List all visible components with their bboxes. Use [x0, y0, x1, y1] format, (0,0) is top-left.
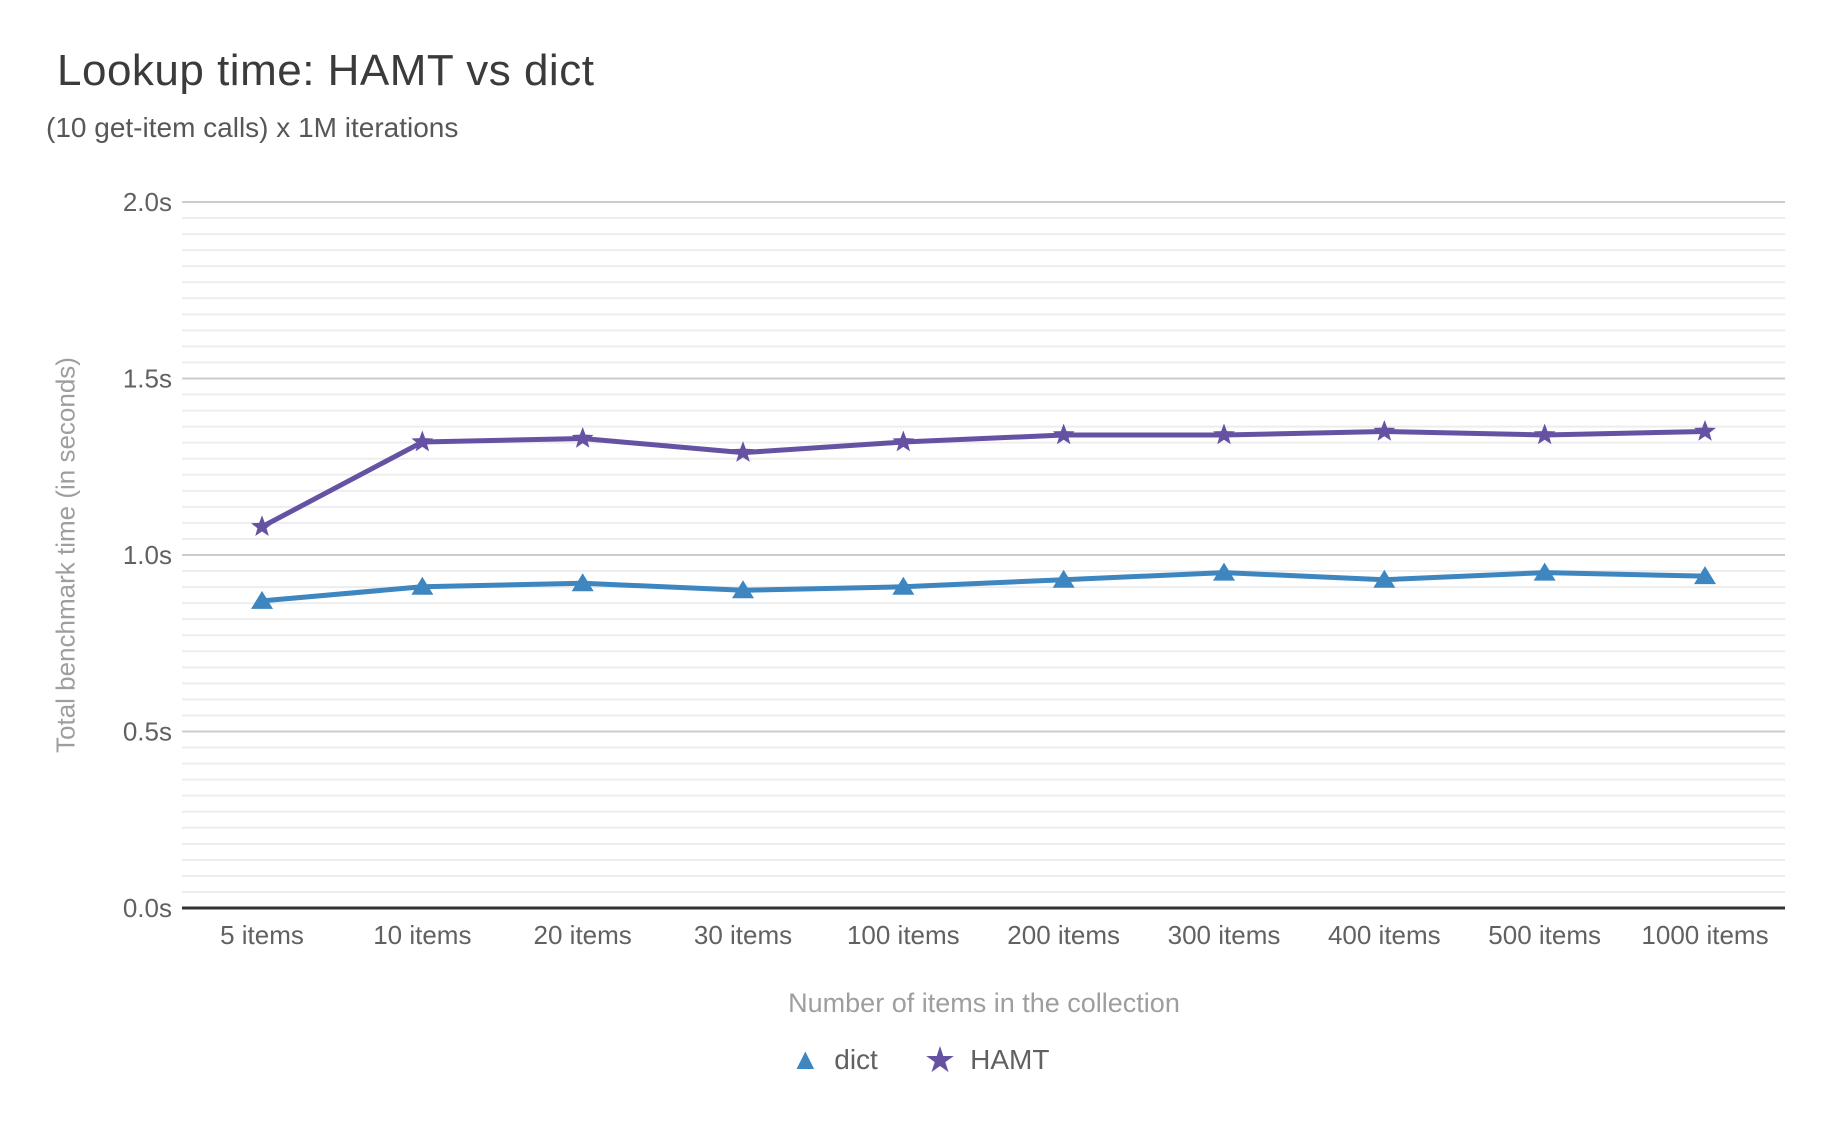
data-point-dict-300-items — [1213, 562, 1235, 581]
y-tick-label: 2.0s — [123, 187, 172, 217]
data-point-dict-200-items — [1052, 569, 1075, 588]
data-point-HAMT-200-items — [1052, 423, 1075, 445]
data-point-HAMT-1000-items — [1694, 419, 1716, 441]
series-line-dict — [259, 570, 1708, 604]
x-tick-label: 30 items — [694, 920, 792, 950]
y-tick-label: 1.0s — [123, 540, 172, 570]
data-point-dict-20-items — [571, 573, 594, 592]
data-point-HAMT-20-items — [571, 427, 594, 448]
data-point-HAMT-500-items — [1533, 423, 1556, 445]
data-point-dict-10-items — [411, 576, 434, 595]
x-tick-label: 200 items — [1007, 920, 1120, 950]
data-point-HAMT-5-items — [251, 515, 273, 537]
x-tick-label: 10 items — [373, 920, 471, 950]
data-point-HAMT-400-items — [1373, 419, 1396, 441]
data-point-dict-30-items — [732, 580, 754, 599]
series-line-HAMT — [259, 428, 1708, 530]
x-tick-label: 500 items — [1488, 920, 1601, 950]
y-tick-label: 0.0s — [123, 893, 172, 923]
data-point-HAMT-300-items — [1213, 423, 1235, 445]
x-tick-label: 5 items — [220, 920, 304, 950]
x-tick-label: 1000 items — [1641, 920, 1768, 950]
data-point-dict-500-items — [1533, 562, 1556, 581]
x-tick-label: 100 items — [847, 920, 960, 950]
data-point-HAMT-30-items — [732, 441, 754, 462]
y-tick-label: 1.5s — [123, 364, 172, 394]
data-point-HAMT-100-items — [892, 430, 915, 452]
triangle-icon: ▲ — [790, 1043, 821, 1076]
data-point-dict-5-items — [251, 590, 273, 609]
data-point-HAMT-10-items — [411, 430, 434, 452]
x-tick-label: 20 items — [534, 920, 632, 950]
data-point-dict-1000-items — [1694, 566, 1716, 585]
x-axis-title: Number of items in the collection — [788, 988, 1180, 1018]
chart-legend: ▲ dict ★ HAMT — [0, 1039, 1840, 1080]
star-icon: ★ — [923, 1039, 957, 1080]
x-tick-label: 400 items — [1328, 920, 1441, 950]
legend-item-dict: ▲ dict — [791, 1044, 878, 1076]
legend-item-hamt: ★ HAMT — [923, 1039, 1050, 1080]
data-point-dict-100-items — [892, 576, 915, 595]
data-point-dict-400-items — [1373, 569, 1396, 588]
x-tick-label: 300 items — [1168, 920, 1281, 950]
legend-label-dict: dict — [834, 1044, 878, 1075]
y-tick-label: 0.5s — [123, 717, 172, 747]
chart-title: Lookup time: HAMT vs dict — [57, 46, 595, 95]
chart-subtitle: (10 get-item calls) x 1M iterations — [46, 112, 459, 143]
legend-label-hamt: HAMT — [970, 1044, 1050, 1075]
